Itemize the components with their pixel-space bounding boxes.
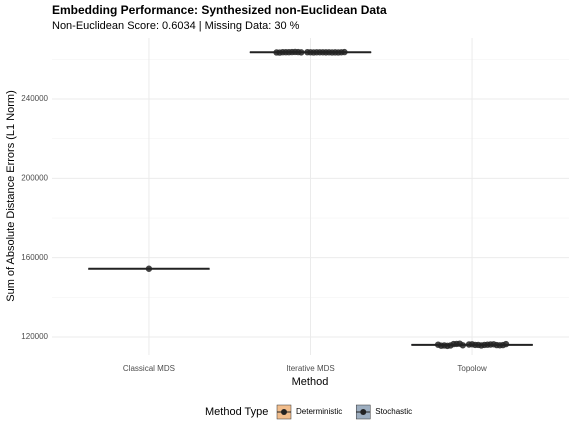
data-point <box>341 48 348 56</box>
data-point <box>459 342 467 349</box>
data-point <box>145 265 153 272</box>
y-tick-label: 160000 <box>21 253 48 262</box>
y-tick-label: 200000 <box>21 173 48 182</box>
legend-title: Method Type <box>205 406 268 418</box>
x-tick-label: Iterative MDS <box>286 364 334 373</box>
legend-key-point <box>281 409 287 415</box>
x-tick-label: Classical MDS <box>123 364 175 373</box>
data-point <box>475 341 482 349</box>
chart-title: Embedding Performance: Synthesized non-E… <box>52 3 387 17</box>
x-tick-label: Topolow <box>457 364 487 373</box>
data-point <box>328 49 336 56</box>
data-point <box>313 49 320 56</box>
legend-key-point <box>360 409 367 415</box>
legend-label: Stochastic <box>375 407 412 416</box>
chart-subtitle: Non-Euclidean Score: 0.6034 | Missing Da… <box>52 20 300 32</box>
legend-label: Deterministic <box>296 407 342 416</box>
x-axis-title: Method <box>292 376 329 388</box>
data-point <box>502 340 510 348</box>
data-point <box>298 49 305 56</box>
data-point <box>490 341 497 348</box>
y-tick-label: 120000 <box>21 332 48 341</box>
y-tick-label: 240000 <box>21 94 48 103</box>
data-point <box>285 48 293 56</box>
data-point <box>447 342 454 349</box>
y-axis-title: Sum of Absolute Distance Errors (L1 Norm… <box>5 90 17 302</box>
